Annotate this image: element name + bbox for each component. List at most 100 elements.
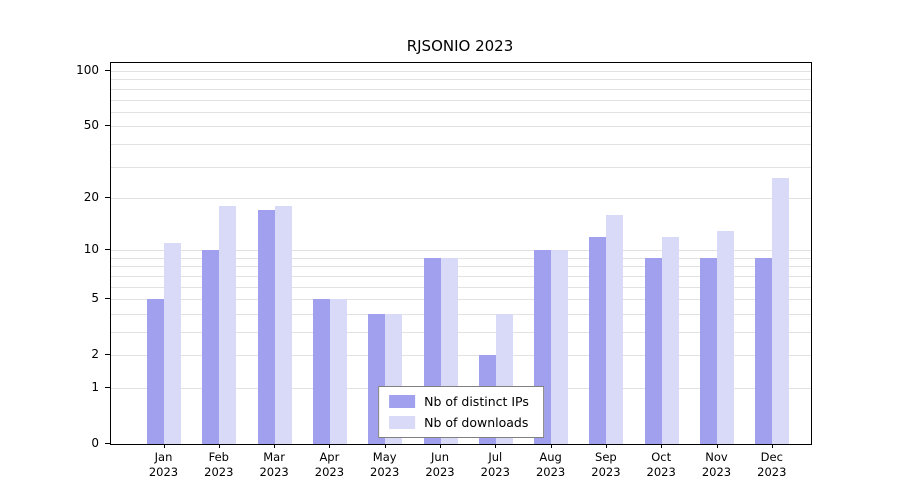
x-label-year: 2023 (314, 465, 345, 479)
bar-apr-distinct-ips (312, 299, 330, 444)
chart-title: RJSONIO 2023 (406, 37, 514, 55)
x-label-oct: Oct 2023 (631, 450, 691, 480)
gridline-20 (111, 197, 811, 199)
x-tick-jan (163, 444, 165, 448)
x-label-feb: Feb 2023 (189, 450, 249, 480)
x-label-jan: Jan 2023 (134, 450, 194, 480)
y-tick-5 (105, 298, 110, 300)
x-label-month: Dec (760, 450, 783, 464)
x-tick-apr (329, 444, 331, 448)
x-tick-nov (716, 444, 718, 448)
bar-mar-distinct-ips (257, 210, 275, 444)
plot-area: Nb of distinct IPs Nb of downloads (110, 62, 812, 445)
legend-item-distinct-ips: Nb of distinct IPs (389, 394, 529, 409)
x-label-year: 2023 (204, 465, 234, 479)
gridline-9 (111, 257, 811, 259)
x-tick-dec (771, 444, 773, 448)
x-label-may: May 2023 (355, 450, 415, 480)
y-tick-label-2: 2 (91, 347, 99, 362)
x-label-month: Sep (595, 450, 617, 464)
x-tick-oct (661, 444, 663, 448)
bar-oct-downloads (661, 236, 679, 444)
x-label-year: 2023 (646, 465, 676, 479)
x-label-year: 2023 (535, 465, 566, 479)
bar-aug-downloads (551, 250, 569, 444)
bar-sep-distinct-ips (589, 236, 607, 444)
x-tick-may (384, 444, 386, 448)
bar-oct-distinct-ips (644, 257, 662, 444)
x-label-month: Jul (488, 450, 503, 464)
bar-dec-downloads (772, 177, 790, 444)
x-label-month: Jun (431, 450, 449, 464)
legend-label: Nb of distinct IPs (424, 394, 529, 409)
y-tick-label-1: 1 (91, 380, 99, 394)
gridline-80 (111, 88, 811, 90)
y-tick-0 (105, 443, 110, 444)
gridline-10 (111, 250, 811, 252)
gridline-100 (111, 71, 811, 72)
bar-sep-downloads (606, 215, 624, 444)
x-label-year: 2023 (148, 465, 179, 479)
x-label-year: 2023 (757, 465, 787, 479)
gridline-3 (111, 332, 811, 333)
gridline-8 (111, 266, 811, 268)
x-tick-jun (440, 444, 441, 448)
x-tick-mar (274, 444, 276, 448)
gridline-50 (111, 126, 811, 128)
bar-jan-downloads (164, 243, 181, 444)
x-label-jun: Jun 2023 (410, 450, 470, 480)
x-label-month: Mar (263, 450, 285, 464)
y-tick-label-50: 50 (83, 118, 99, 133)
bar-mar-downloads (274, 206, 292, 444)
gridline-6 (111, 286, 811, 288)
x-tick-jul (495, 444, 497, 448)
x-label-apr: Apr 2023 (299, 450, 359, 480)
gridline-70 (111, 99, 811, 101)
y-tick-100 (105, 70, 110, 71)
x-tick-feb (218, 444, 220, 448)
gridline-60 (111, 111, 811, 113)
y-tick-20 (105, 196, 110, 198)
x-label-year: 2023 (425, 465, 455, 479)
x-label-aug: Aug 2023 (521, 450, 581, 480)
x-label-year: 2023 (701, 465, 732, 479)
x-label-month: Feb (208, 450, 229, 464)
y-tick-1 (105, 387, 110, 388)
legend-label: Nb of downloads (424, 415, 529, 430)
x-label-year: 2023 (370, 465, 400, 479)
x-label-sep: Sep 2023 (576, 450, 636, 480)
bar-apr-downloads (329, 299, 347, 444)
x-label-mar: Mar 2023 (244, 450, 304, 480)
y-tick-label-0: 0 (91, 436, 99, 450)
x-label-month: Jan (154, 450, 173, 464)
y-tick-10 (105, 249, 110, 251)
x-label-dec: Dec 2023 (742, 450, 802, 480)
x-label-jul: Jul 2023 (465, 450, 525, 480)
y-tick-label-10: 10 (83, 242, 99, 257)
x-tick-sep (605, 444, 607, 448)
bar-feb-distinct-ips (202, 250, 220, 444)
x-label-month: Nov (705, 450, 728, 464)
bar-jan-distinct-ips (147, 299, 164, 444)
x-tick-aug (550, 444, 552, 448)
gridline-4 (111, 313, 811, 315)
bar-dec-distinct-ips (755, 257, 773, 444)
x-label-year: 2023 (259, 465, 289, 479)
x-label-month: Aug (539, 450, 562, 464)
gridline-5 (111, 299, 811, 301)
legend: Nb of distinct IPs Nb of downloads (378, 386, 544, 438)
x-label-month: Oct (651, 450, 672, 464)
gridline-30 (111, 166, 811, 168)
y-tick-50 (105, 125, 110, 127)
y-tick-label-20: 20 (83, 189, 99, 204)
gridline-2 (111, 355, 811, 357)
gridline-90 (111, 79, 811, 81)
y-tick-label-100: 100 (76, 63, 99, 77)
bar-nov-downloads (717, 230, 734, 444)
bar-feb-downloads (219, 206, 237, 444)
gridline-40 (111, 143, 811, 145)
legend-swatch-distinct-ips (389, 395, 416, 408)
x-label-month: Apr (319, 450, 340, 464)
x-label-month: May (372, 450, 397, 464)
